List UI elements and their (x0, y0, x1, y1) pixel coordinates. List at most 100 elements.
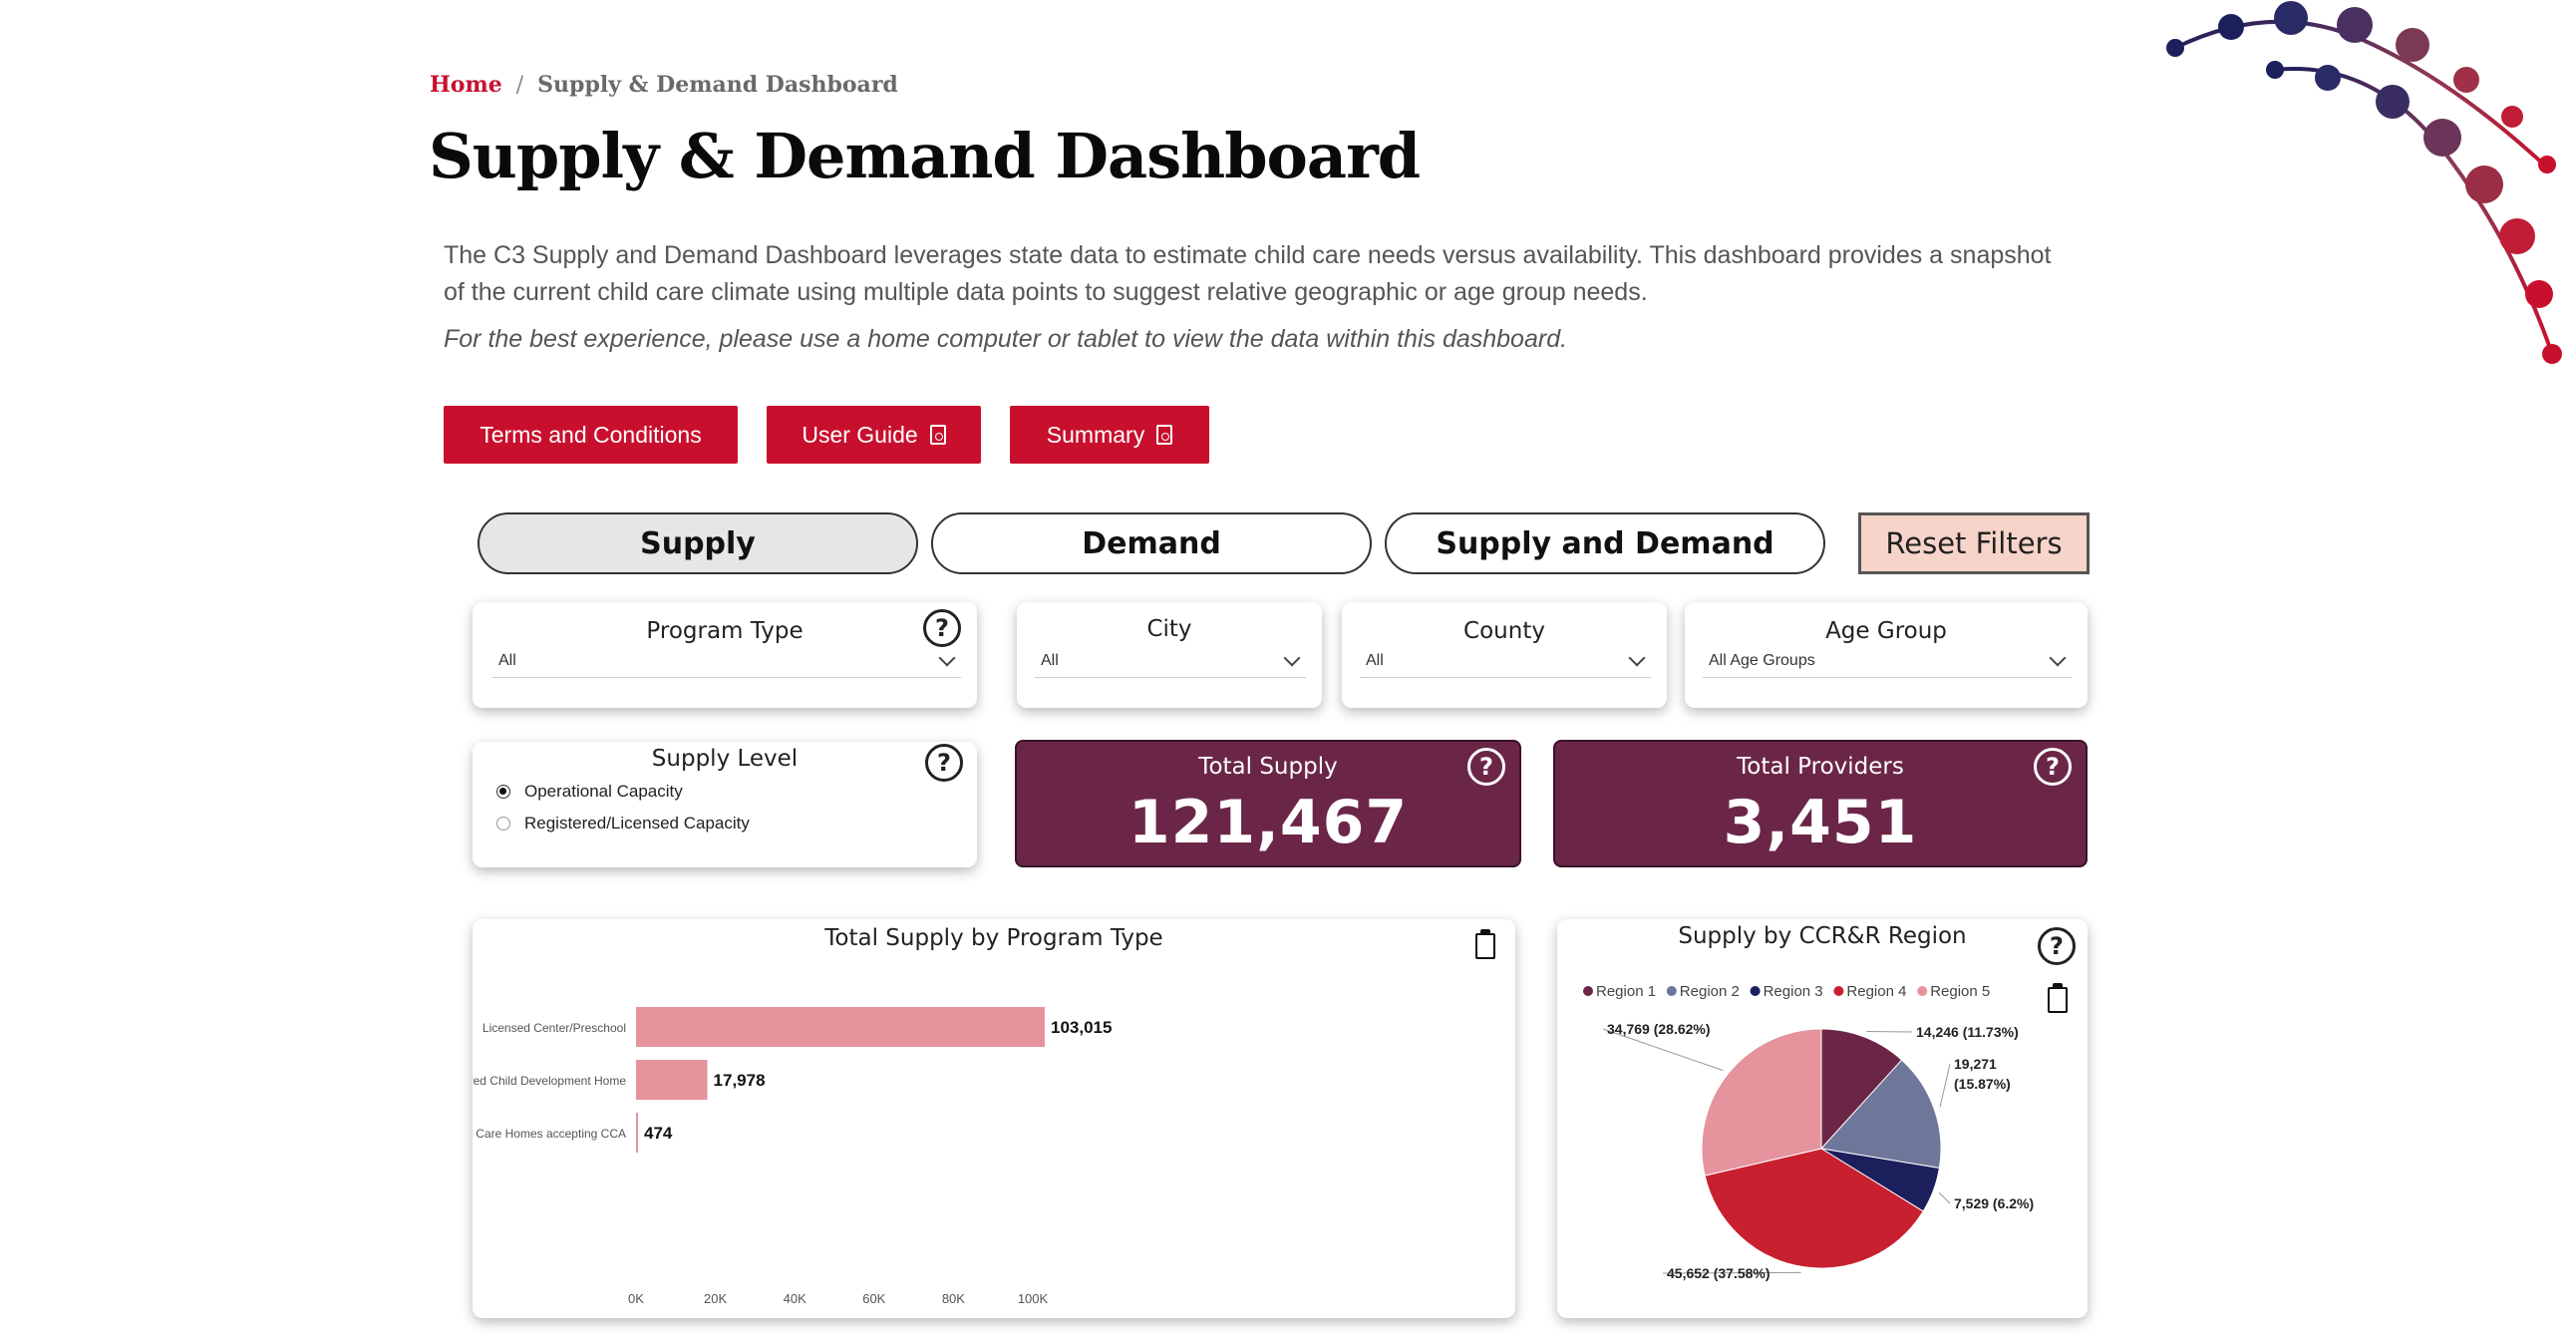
terms-button-label: Terms and Conditions (480, 421, 702, 448)
x-tick-label: 0K (628, 1291, 644, 1306)
bar-chart: Licensed Center/Preschool 103,015 Register… (473, 1007, 1112, 1306)
bar-value-label: 103,015 (1051, 1018, 1112, 1037)
radio-icon (496, 785, 510, 799)
leader-line (1866, 1030, 1913, 1033)
breadcrumb: Home / Supply & Demand Dashboard (430, 72, 898, 98)
age-group-value: All Age Groups (1709, 651, 1815, 669)
pie-chart-title: Supply by CCR&R Region (1678, 923, 1967, 949)
leader-line (1662, 1271, 1801, 1274)
city-filter: City All (1017, 602, 1322, 708)
total-supply-card: Total Supply ? 121,467 (1015, 740, 1521, 867)
total-providers-label: Total Providers (1737, 754, 1904, 780)
legend-label: Region 3 (1764, 983, 1823, 1000)
page-title: Supply & Demand Dashboard (429, 120, 1421, 192)
county-select[interactable]: All (1360, 644, 1651, 678)
x-tick-label: 100K (1018, 1291, 1049, 1306)
legend-marker (1583, 986, 1593, 996)
county-label: County (1463, 618, 1545, 644)
program-type-label: Program Type (646, 618, 804, 644)
user-guide-button[interactable]: User Guide (767, 406, 981, 464)
county-filter: County All (1342, 602, 1667, 708)
intro-note: For the best experience, please use a ho… (444, 325, 1568, 353)
radio-icon (496, 817, 510, 831)
chevron-down-icon (2049, 649, 2067, 667)
legend-label: Region 1 (1596, 983, 1656, 1000)
question-icon[interactable]: ? (923, 609, 961, 647)
pie-chart: Region 1 Region 2 Region 3 Region 4 Region 5… (1583, 983, 2034, 1281)
bar-value-label: 474 (644, 1124, 673, 1143)
bar (636, 1060, 708, 1100)
tab-supply-and-demand[interactable]: Supply and Demand (1385, 512, 1825, 574)
question-icon[interactable]: ? (1467, 748, 1505, 786)
pdf-icon (1156, 425, 1173, 445)
operational-capacity-label: Operational Capacity (524, 782, 683, 801)
pie-slice (1701, 1028, 1822, 1176)
intro-description: The C3 Supply and Demand Dashboard lever… (444, 241, 2052, 306)
leader-line (1939, 1063, 1951, 1108)
chevron-down-icon (938, 649, 956, 667)
x-tick-label: 20K (704, 1291, 727, 1306)
legend-label: Region 5 (1930, 983, 1990, 1000)
summary-button-label: Summary (1046, 421, 1145, 448)
age-group-select[interactable]: All Age Groups (1703, 644, 2072, 678)
slice-label: 14,246 (11.73%) (1916, 1024, 2019, 1040)
question-icon[interactable]: ? (2038, 927, 2076, 965)
program-type-value: All (498, 651, 516, 669)
program-type-filter: Program Type ? All (473, 602, 977, 708)
total-providers-card: Total Providers ? 3,451 (1553, 740, 2088, 867)
leader-line (1938, 1191, 1951, 1204)
legend-marker (1833, 986, 1844, 996)
terms-and-conditions-button[interactable]: Terms and Conditions (444, 406, 738, 464)
reset-filters-button[interactable]: Reset Filters (1858, 512, 2090, 574)
program-type-select[interactable]: All (492, 644, 961, 678)
leader-line (1602, 1028, 1724, 1072)
clipboard-icon[interactable] (1475, 929, 1495, 959)
bar (636, 1007, 1045, 1047)
age-group-label: Age Group (1825, 618, 1947, 644)
registered-capacity-label: Registered/Licensed Capacity (524, 814, 750, 833)
slice-label: 7,529 (6.2%) (1954, 1195, 2034, 1211)
slice-label: 45,652 (37.58%) (1667, 1265, 1771, 1281)
legend-marker (1666, 986, 1677, 996)
supply-by-region-card: Supply by CCR&R Region ? Region 1 Region … (1557, 919, 2088, 1318)
legend-label: Region 2 (1680, 983, 1740, 1000)
radio-registered-licensed-capacity[interactable]: Registered/Licensed Capacity (496, 814, 750, 834)
legend-marker (1917, 986, 1928, 996)
city-value: All (1041, 651, 1059, 669)
bar (636, 1113, 638, 1153)
city-select[interactable]: All (1035, 644, 1306, 678)
slice-value-label: 19,271 (1954, 1056, 1997, 1072)
supply-by-program-type-card: Total Supply by Program Type Licensed Ce… (473, 919, 1515, 1318)
question-icon[interactable]: ? (925, 744, 963, 782)
user-guide-button-label: User Guide (802, 421, 918, 448)
county-value: All (1366, 651, 1384, 669)
city-label: City (1146, 616, 1192, 642)
total-supply-value: 121,467 (1127, 788, 1409, 857)
question-icon[interactable]: ? (2034, 748, 2072, 786)
pie-slice (1704, 1148, 1924, 1269)
bar-value-label: 17,978 (714, 1071, 766, 1090)
pdf-icon (929, 425, 946, 445)
tab-supply[interactable]: Supply (478, 512, 918, 574)
bar-chart-title: Total Supply by Program Type (824, 925, 1163, 951)
total-providers-value: 3,451 (1723, 788, 1918, 857)
pie-slice (1820, 1028, 1903, 1151)
decorative-dots-graphic (2166, 1, 2562, 364)
legend-marker (1750, 986, 1761, 996)
age-group-filter: Age Group All Age Groups (1685, 602, 2088, 708)
supply-level-filter: Supply Level ? Operational Capacity Regi… (473, 742, 977, 867)
supply-level-label: Supply Level (651, 746, 799, 772)
radio-operational-capacity[interactable]: Operational Capacity (496, 782, 683, 802)
slice-percent-label: (15.87%) (1954, 1076, 2011, 1092)
tab-demand[interactable]: Demand (931, 512, 1372, 574)
x-tick-label: 60K (862, 1291, 885, 1306)
breadcrumb-home-link[interactable]: Home (430, 72, 502, 98)
total-supply-label: Total Supply (1198, 754, 1338, 780)
breadcrumb-separator: / (515, 73, 524, 98)
bar-category-label: Registered Child Development Home (473, 1074, 626, 1088)
chevron-down-icon (1628, 649, 1646, 667)
clipboard-icon[interactable] (2048, 983, 2068, 1013)
summary-button[interactable]: Summary (1010, 406, 1209, 464)
x-tick-label: 40K (784, 1291, 806, 1306)
x-tick-label: 80K (942, 1291, 965, 1306)
